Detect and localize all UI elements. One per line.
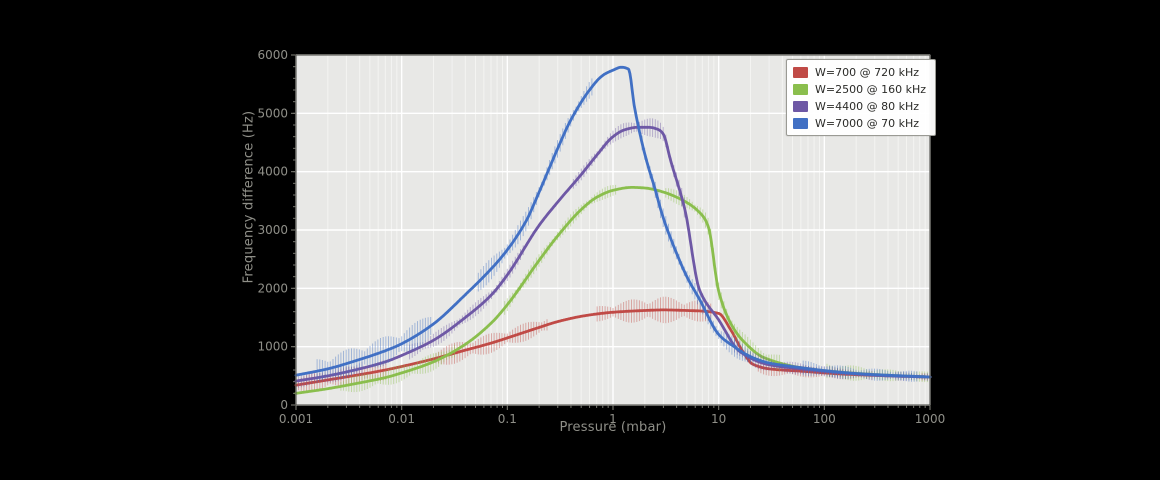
- x-tick-label: 1000: [915, 412, 946, 426]
- legend-label: W=2500 @ 160 kHz: [815, 82, 926, 96]
- legend-item-1: W=700 @ 720 kHz: [793, 65, 926, 79]
- y-tick-label: 2000: [257, 281, 288, 295]
- series-line-1: [294, 308, 932, 387]
- x-tick-label: 1: [609, 412, 617, 426]
- x-tick-label: 0.001: [279, 412, 313, 426]
- y-tick-label: 1000: [257, 340, 288, 354]
- legend: W=700 @ 720 kHz W=2500 @ 160 kHz W=4400 @ …: [786, 59, 936, 136]
- x-tick-label: 100: [813, 412, 836, 426]
- plot-border: [295, 54, 931, 406]
- series-line-4: [294, 65, 932, 379]
- legend-item-3: W=4400 @ 80 kHz: [793, 99, 926, 113]
- y-axis-label: Frequency difference (Hz): [241, 110, 257, 284]
- legend-swatch: [793, 66, 808, 78]
- legend-label: W=700 @ 720 kHz: [815, 65, 919, 79]
- y-tick-label: 3000: [257, 223, 288, 237]
- y-tick-label: 6000: [257, 48, 288, 62]
- legend-label: W=7000 @ 70 kHz: [815, 116, 919, 130]
- legend-item-2: W=2500 @ 160 kHz: [793, 82, 926, 96]
- legend-swatch: [793, 100, 808, 112]
- x-axis-label: Pressure (mbar): [559, 420, 667, 435]
- x-tick-label: 10: [711, 412, 726, 426]
- y-tick-label: 4000: [257, 165, 288, 179]
- y-tick-label: 5000: [257, 106, 288, 120]
- legend-label: W=4400 @ 80 kHz: [815, 99, 919, 113]
- legend-item-4: W=7000 @ 70 kHz: [793, 116, 926, 130]
- y-tick-label: 0: [280, 398, 288, 412]
- x-tick-label: 0.1: [498, 412, 517, 426]
- legend-swatch: [793, 83, 808, 95]
- x-tick-label: 0.01: [388, 412, 415, 426]
- legend-swatch: [793, 117, 808, 129]
